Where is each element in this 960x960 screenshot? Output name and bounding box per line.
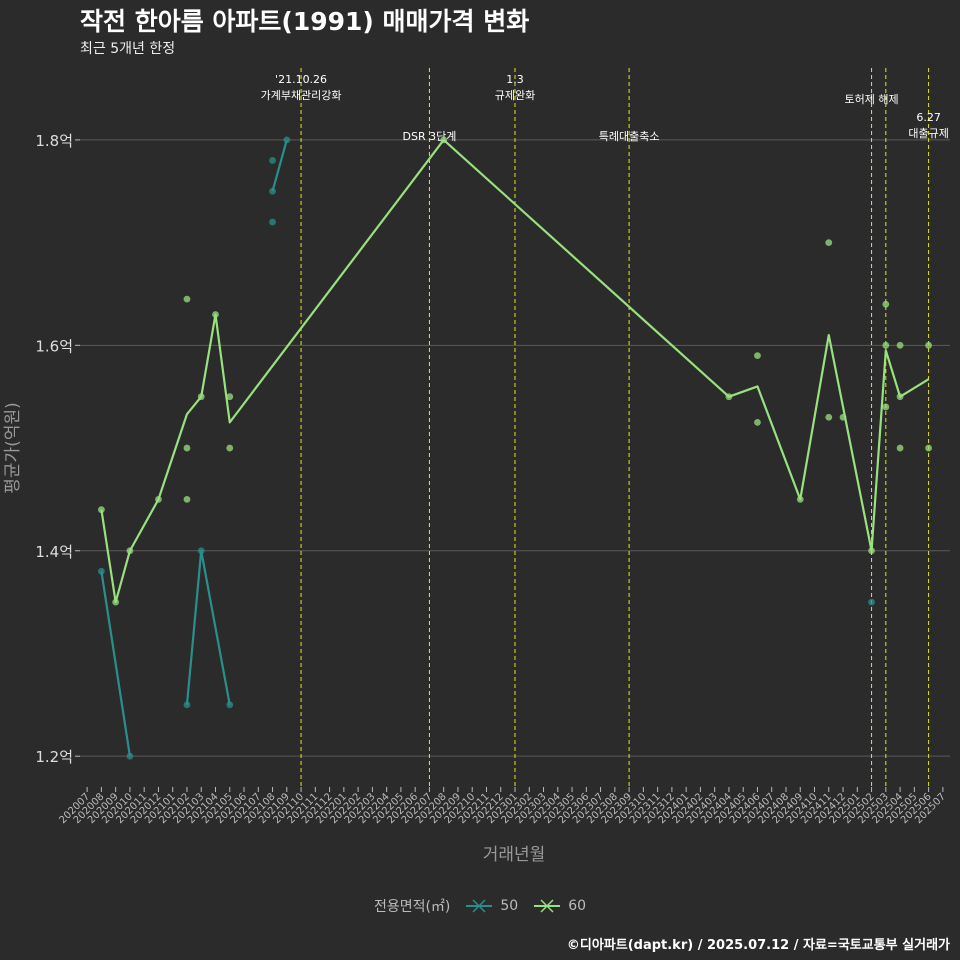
- series-60-point: [183, 295, 191, 303]
- series-60-point: [183, 444, 191, 452]
- series-60-point: [896, 341, 904, 349]
- series-60-point: [97, 506, 105, 514]
- policy-annotation: '21.10.26: [275, 73, 327, 86]
- policy-annotation: 가계부채관리강화: [261, 89, 342, 102]
- y-tick-label: 1.4억: [35, 543, 73, 561]
- series-50-point: [269, 157, 276, 164]
- legend-label-50: 50: [500, 898, 519, 914]
- series-60-point: [825, 413, 833, 421]
- series-60-point: [882, 341, 890, 349]
- policy-annotation: 6.27: [916, 111, 941, 124]
- series-60-point: [197, 393, 205, 401]
- policy-annotation: 대출규제: [908, 127, 948, 140]
- series-60-point: [725, 393, 733, 401]
- legend-title: 전용면적(㎡): [373, 899, 451, 915]
- series-60-point: [754, 352, 761, 359]
- series-50-line: [100, 571, 132, 757]
- series-50-point: [269, 187, 276, 195]
- legend-item-60: 60: [532, 898, 586, 914]
- legend: 전용면적(㎡) 50 60: [0, 896, 960, 916]
- policy-annotation: 규제완화: [495, 89, 535, 102]
- policy-annotation: 토허제 해제: [845, 92, 899, 106]
- series-60-point: [440, 136, 448, 144]
- series-60-point: [212, 311, 219, 318]
- policy-annotation: 1.3: [506, 73, 524, 86]
- series-50-line: [185, 549, 231, 706]
- legend-item-50: 50: [464, 898, 518, 914]
- legend-key-60-icon: [534, 899, 561, 913]
- series-50-point: [97, 567, 105, 575]
- series-60-point: [754, 418, 761, 426]
- series-60-point: [825, 239, 833, 247]
- chart-title: 작전 한아름 아파트(1991) 매매가격 변화: [80, 7, 530, 36]
- y-tick-label: 1.6억: [35, 337, 73, 355]
- series-60-point: [112, 598, 120, 606]
- y-tick-label: 1.2억: [35, 748, 73, 766]
- series-layer: [97, 136, 933, 760]
- series-60-point: [882, 403, 890, 411]
- series-60-point: [868, 547, 875, 555]
- series-60-point: [126, 547, 134, 555]
- series-50-point: [126, 752, 134, 760]
- series-60-point: [155, 496, 162, 503]
- policy-annotation: DSR 3단계: [403, 130, 457, 143]
- series-60-point: [839, 413, 847, 421]
- series-60-point: [896, 444, 904, 452]
- x-axis-label: 거래년월: [483, 845, 546, 865]
- source-caption: ©디아파트(dapt.kr) / 2025.07.12 / 자료=국토교통부 실…: [566, 938, 950, 953]
- series-60-point: [796, 496, 804, 503]
- series-60-point: [896, 393, 904, 401]
- series-60-point: [226, 444, 234, 452]
- series-60-point: [183, 496, 191, 503]
- series-60-point: [925, 341, 933, 349]
- y-tick-label: 1.8억: [35, 132, 73, 150]
- series-50-point: [283, 136, 291, 144]
- series-60-point: [925, 444, 933, 452]
- policy-annotation: 특례대출축소: [599, 130, 660, 143]
- y-axis-label: 평균가(억원): [3, 402, 23, 493]
- series-50-point: [226, 701, 234, 709]
- series-60-point: [882, 300, 890, 308]
- legend-label-60: 60: [568, 898, 587, 914]
- series-60-point: [226, 393, 234, 401]
- legend-key-50-icon: [466, 899, 493, 913]
- series-50-point: [868, 598, 875, 606]
- series-50-point: [183, 701, 191, 709]
- series-50-point: [197, 547, 205, 555]
- chart-subtitle: 최근 5개년 한정: [80, 41, 176, 57]
- axis-layer: 1.2억1.4억1.6억1.8억202007202008202009202010…: [35, 132, 948, 826]
- series-50-line: [271, 139, 288, 192]
- series-50-point: [269, 218, 276, 226]
